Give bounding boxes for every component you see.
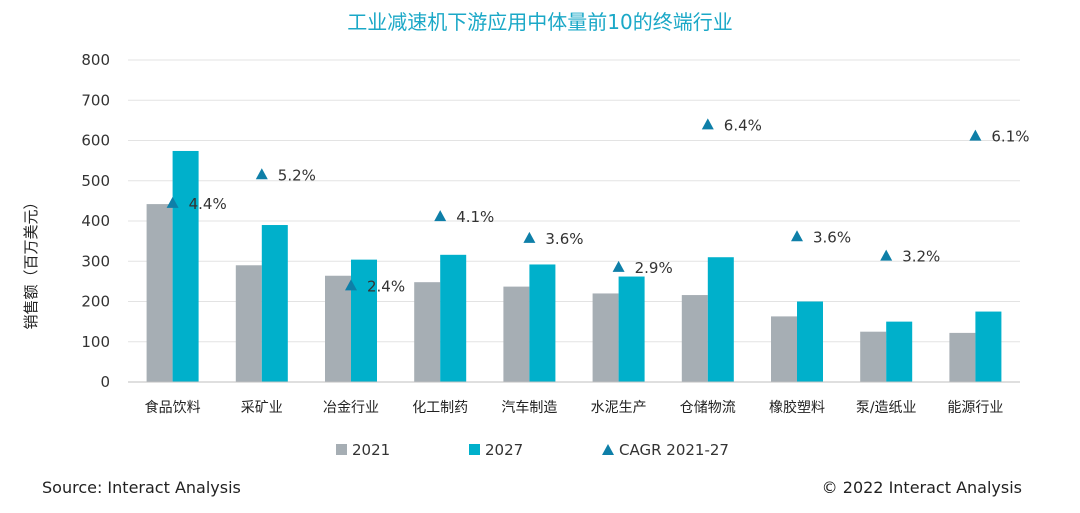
bar-2027 — [797, 301, 823, 382]
bar-2027 — [351, 259, 377, 382]
bar-2027 — [172, 150, 199, 382]
bar-2021 — [414, 282, 441, 382]
cagr-label: 4.1% — [456, 208, 494, 226]
cagr-marker — [612, 260, 625, 272]
x-category-label: 汽车制造 — [501, 399, 557, 416]
cagr-label: 5.2% — [278, 166, 316, 184]
cagr-label: 2.9% — [635, 259, 673, 277]
cagr-marker — [434, 210, 447, 222]
bar-2021 — [503, 286, 530, 382]
legend-label: 2021 — [352, 441, 390, 459]
x-category-label: 仓储物流 — [680, 400, 736, 416]
x-category-label: 化工制药 — [412, 400, 468, 416]
y-tick-label: 800 — [81, 51, 110, 69]
y-tick-label: 300 — [81, 252, 110, 270]
legend-swatch — [469, 444, 480, 455]
cagr-marker — [523, 231, 536, 243]
cagr-marker — [255, 168, 268, 180]
cagr-label: 3.6% — [813, 228, 851, 246]
bar-2027 — [618, 276, 645, 382]
cagr-label: 3.2% — [902, 248, 940, 266]
cagr-marker — [166, 196, 179, 208]
x-category-label: 采矿业 — [241, 400, 283, 416]
cagr-marker — [791, 230, 803, 242]
x-category-label: 泵/造纸业 — [856, 400, 917, 416]
cagr-label: 6.4% — [724, 116, 762, 134]
y-axis-ticks: 0 100 200 300 400 500 600 700 800 — [81, 51, 110, 391]
y-tick-label: 0 — [100, 373, 110, 391]
legend: 2021 2027 CAGR 2021-27 — [336, 441, 729, 459]
y-tick-label: 500 — [81, 172, 110, 190]
bar-2027 — [440, 254, 467, 382]
y-tick-label: 700 — [81, 91, 110, 109]
legend-swatch — [602, 444, 614, 455]
x-category-label: 水泥生产 — [591, 400, 647, 416]
x-axis-categories: 食品饮料 采矿业 冶金行业 化工制药 汽车制造 水泥生产 仓储物流 橡胶塑料 泵/造纸业 能源行业 — [145, 399, 1004, 416]
x-category-label: 食品饮料 — [145, 399, 201, 416]
y-tick-label: 600 — [81, 132, 110, 150]
bars — [146, 150, 1002, 382]
cagr-marker — [880, 249, 893, 261]
cagr-label: 3.6% — [545, 230, 583, 248]
legend-label: CAGR 2021-27 — [619, 441, 729, 459]
cagr-markers: 4.4% 5.2% 2.4% 4.1% 3.6% 2.9% 6.4% 3.6% 3.2% 6.1% — [166, 116, 1030, 295]
x-category-label: 冶金行业 — [323, 400, 379, 416]
bar-2021 — [860, 331, 887, 382]
cagr-label: 2.4% — [367, 277, 405, 295]
bar-2027 — [707, 257, 734, 382]
bar-2021 — [949, 332, 976, 382]
chart-title: 工业减速机下游应用中体量前10的终端行业 — [347, 10, 733, 34]
bar-2021 — [325, 275, 351, 382]
y-tick-label: 100 — [81, 333, 110, 351]
legend-swatch — [336, 444, 347, 455]
cagr-marker — [969, 129, 982, 141]
bar-2027 — [975, 311, 1002, 382]
bar-2021 — [771, 316, 797, 382]
x-category-label: 橡胶塑料 — [769, 399, 825, 416]
cagr-label: 4.4% — [189, 195, 227, 213]
y-axis-label: 销售额（百万美元） — [22, 194, 40, 329]
bar-2021 — [681, 295, 708, 382]
bar-2021 — [146, 204, 173, 382]
cagr-label: 6.1% — [991, 128, 1029, 146]
cagr-marker — [345, 279, 357, 291]
bar-2027 — [886, 321, 913, 382]
bar-2021 — [235, 265, 262, 382]
source-note: Source: Interact Analysis — [42, 478, 241, 497]
bar-2027 — [261, 225, 288, 382]
bar-2027 — [529, 264, 556, 382]
y-tick-label: 400 — [81, 212, 110, 230]
x-category-label: 能源行业 — [947, 400, 1003, 416]
legend-label: 2027 — [485, 441, 523, 459]
cagr-marker — [701, 118, 714, 130]
y-tick-label: 200 — [81, 293, 110, 311]
bar-2021 — [592, 293, 619, 382]
copyright-note: © 2022 Interact Analysis — [821, 478, 1022, 497]
